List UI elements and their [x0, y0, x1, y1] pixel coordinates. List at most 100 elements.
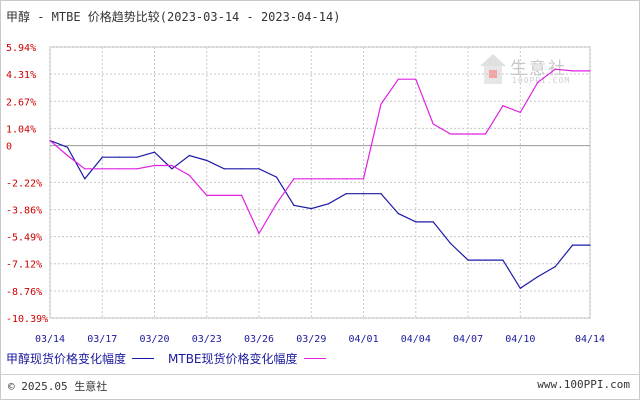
- x-tick-label: 03/17: [87, 334, 117, 345]
- series-1-point: [275, 176, 278, 178]
- series-1-point: [537, 276, 539, 278]
- series-1-point: [571, 244, 574, 246]
- series-line-1: [49, 140, 590, 290]
- series-1-point: [467, 259, 469, 261]
- series-2-point: [537, 81, 539, 84]
- series-1-point: [589, 244, 591, 246]
- series-2-point: [153, 164, 156, 167]
- series-2-point: [345, 178, 347, 180]
- series-1-point: [484, 259, 487, 261]
- legend-label-series2: MTBE现货价格变化幅度: [168, 352, 298, 366]
- series-2-point: [362, 178, 365, 180]
- series-line-2: [49, 68, 590, 235]
- series-1-point: [397, 213, 399, 215]
- series-1-point: [258, 168, 260, 170]
- x-tick-label: 04/14: [575, 334, 605, 345]
- y-tick-label: 1.04%: [6, 124, 36, 135]
- series-2-point: [84, 168, 86, 170]
- series-1-point: [101, 156, 103, 158]
- series-2-point: [519, 111, 521, 113]
- series-1-point: [380, 193, 382, 195]
- x-tick-label: 04/07: [453, 334, 483, 345]
- series-1-point: [450, 242, 452, 245]
- legend-swatch-series2: [303, 358, 326, 359]
- y-tick-label: 0: [6, 142, 12, 153]
- series-1-point: [432, 221, 434, 223]
- y-tick-label: -7.12%: [6, 260, 42, 271]
- series-1-point: [171, 168, 173, 170]
- legend-item-series2: MTBE现货价格变化幅度: [168, 350, 326, 367]
- series-1-point: [345, 193, 347, 195]
- series-2-point: [554, 68, 556, 70]
- footer-divider: [0, 374, 640, 375]
- x-tick-label: 04/01: [348, 334, 378, 345]
- series-2-point: [101, 168, 103, 170]
- y-tick-label: -8.76%: [6, 287, 42, 298]
- series-1-point: [310, 208, 312, 210]
- series-1-point: [188, 154, 190, 157]
- x-tick-label: 03/29: [296, 334, 326, 345]
- series-2-point: [49, 139, 51, 142]
- x-tick-label: 04/04: [401, 334, 431, 345]
- legend-label-series1: 甲醇现货价格变化幅度: [6, 352, 127, 366]
- series-2-point: [223, 194, 225, 196]
- y-tick-label: 5.94%: [6, 43, 36, 54]
- series-1-point: [119, 156, 121, 158]
- series-2-point: [432, 123, 434, 125]
- series-2-point: [241, 194, 243, 196]
- series-1-point: [502, 259, 504, 261]
- y-tick-label: -3.86%: [6, 206, 42, 217]
- series-2-point: [415, 78, 417, 80]
- series-1-point: [153, 151, 156, 153]
- x-tick-label: 03/14: [35, 334, 65, 345]
- series-1-point: [66, 146, 69, 148]
- y-tick-label: -5.49%: [6, 233, 42, 244]
- series-2-point: [502, 105, 504, 107]
- legend: 甲醇现货价格变化幅度 MTBE现货价格变化幅度: [6, 350, 340, 367]
- series-2-point: [589, 70, 591, 72]
- series-2-point: [258, 232, 260, 235]
- x-tick-label: 03/23: [192, 334, 222, 345]
- series-2-point: [188, 174, 190, 177]
- series-2-point: [328, 178, 330, 180]
- y-tick-label: -2.22%: [6, 178, 42, 189]
- footer-site-link[interactable]: www.100PPI.com: [537, 378, 630, 391]
- footer-copyright: © 2025.05 生意社: [8, 380, 108, 393]
- series-1-point: [136, 156, 138, 158]
- logo-house-icon: [480, 54, 506, 84]
- series-1-point: [223, 168, 225, 170]
- series-1-point: [415, 221, 417, 223]
- series-2-point: [467, 133, 469, 135]
- series-1-point: [519, 287, 521, 289]
- series-2-point: [484, 133, 487, 135]
- legend-swatch-series1: [132, 358, 155, 359]
- y-tick-label: -10.39%: [6, 314, 48, 325]
- series-2-point: [310, 178, 312, 180]
- series-1-point: [241, 168, 243, 170]
- x-tick-label: 04/10: [505, 334, 535, 345]
- y-tick-label: 4.31%: [6, 70, 36, 81]
- legend-item-series1: 甲醇现货价格变化幅度: [6, 350, 155, 367]
- series-1-point: [328, 203, 330, 205]
- series-1-point: [362, 193, 365, 195]
- series-1-point: [554, 266, 556, 268]
- y-tick-label: 2.67%: [6, 97, 36, 108]
- x-tick-label: 03/20: [139, 334, 169, 345]
- series-1-point: [84, 178, 86, 180]
- series-2-point: [136, 168, 138, 170]
- series-2-point: [171, 164, 173, 167]
- x-tick-label: 03/26: [244, 334, 274, 345]
- series-2-point: [119, 168, 121, 170]
- series-2-point: [293, 178, 295, 180]
- series-1-point: [206, 159, 208, 162]
- series-2-point: [66, 154, 69, 157]
- series-2-point: [275, 203, 278, 205]
- series-2-point: [380, 103, 382, 105]
- series-2-point: [206, 194, 208, 196]
- chart-title: 甲醇 - MTBE 价格趋势比较(2023-03-14 - 2023-04-14…: [6, 10, 341, 24]
- series-2-point: [571, 70, 574, 72]
- series-2-point: [397, 78, 399, 80]
- series-1-point: [293, 204, 295, 206]
- series-2-point: [450, 133, 452, 135]
